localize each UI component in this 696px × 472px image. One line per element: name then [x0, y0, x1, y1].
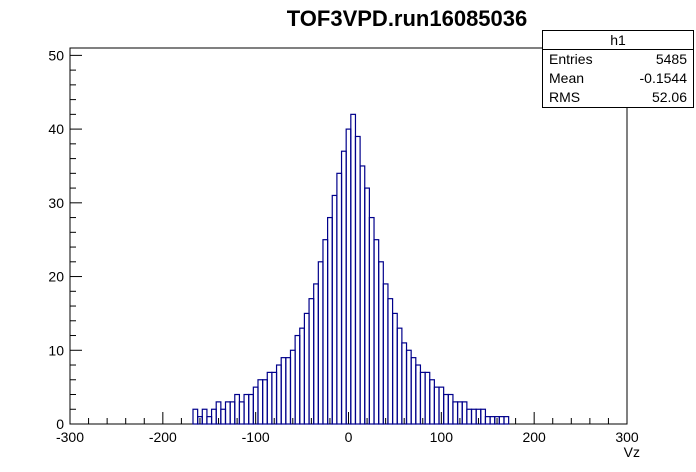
x-axis: -300 -200 -100 0 100 200 300	[56, 412, 639, 445]
stats-rms-label: RMS	[549, 89, 581, 105]
stats-mean-label: Mean	[549, 70, 585, 86]
y-tick-label: 0	[56, 416, 64, 432]
y-tick-label: 20	[48, 269, 64, 285]
y-tick-label: 10	[48, 342, 64, 358]
x-tick-label: -200	[149, 429, 177, 445]
stats-rms-value: 52.06	[651, 89, 687, 105]
x-tick-label: 0	[345, 429, 353, 445]
x-tick-label: -100	[242, 429, 270, 445]
stats-row-mean: Mean -0.1544	[543, 69, 693, 88]
stats-entries-value: 5485	[655, 51, 687, 67]
chart-title: TOF3VPD.run16085036	[286, 6, 528, 31]
stats-row-entries: Entries 5485	[543, 50, 693, 69]
y-tick-label: 50	[48, 47, 64, 63]
stats-mean-value: -0.1544	[639, 70, 687, 86]
x-tick-label: 100	[430, 429, 454, 445]
stats-box: h1 Entries 5485 Mean -0.1544 RMS 52.06	[542, 30, 694, 108]
histogram-bin	[503, 416, 510, 425]
y-tick-label: 30	[48, 195, 64, 211]
stats-row-rms: RMS 52.06	[543, 88, 693, 107]
stats-entries-label: Entries	[549, 51, 593, 67]
x-tick-label: -300	[56, 429, 84, 445]
x-axis-label: Vz	[623, 444, 640, 460]
x-tick-label: 200	[522, 429, 546, 445]
y-tick-label: 40	[48, 121, 64, 137]
stats-histogram-name: h1	[543, 31, 693, 50]
x-tick-label: 300	[615, 429, 639, 445]
plot-frame	[69, 47, 628, 425]
y-axis: 0 10 20 30 40 50	[48, 47, 82, 432]
